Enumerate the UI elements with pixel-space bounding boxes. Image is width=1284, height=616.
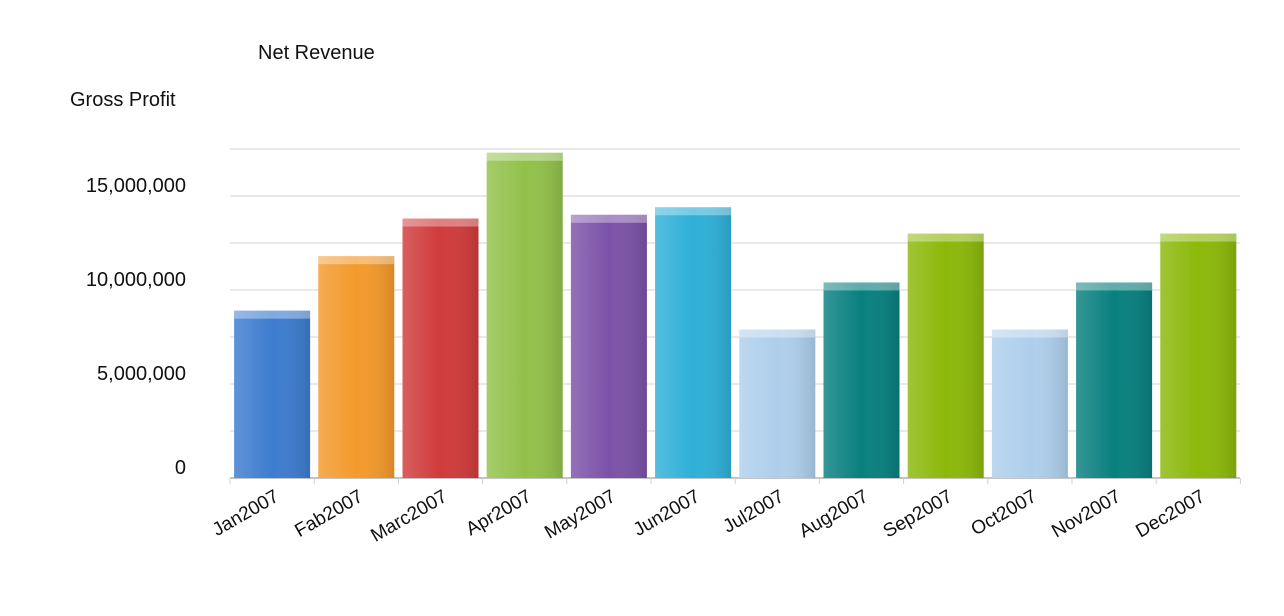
- x-tick-label: Jul2007: [720, 486, 788, 537]
- bar-cap: [823, 282, 900, 291]
- x-tick-label: Dec2007: [1132, 486, 1208, 542]
- x-tick-label: Marc2007: [367, 486, 451, 546]
- bar-Nov2007: [1076, 282, 1153, 478]
- bars: [234, 152, 1237, 479]
- bar-cap: [1160, 233, 1237, 242]
- x-tick-label: Nov2007: [1048, 486, 1124, 542]
- bar-Sep2007: [907, 233, 984, 478]
- y-axis-ticks: 0 5,000,000 10,000,000 15,000,000: [86, 175, 186, 479]
- x-tick-label: May2007: [541, 486, 619, 543]
- bar-Jul2007: [739, 329, 816, 478]
- x-tick-label: Oct2007: [968, 486, 1041, 540]
- legend-entry-net-revenue: Net Revenue: [258, 42, 375, 64]
- x-tick-label: Aug2007: [796, 486, 872, 542]
- bar-shading: [318, 256, 395, 478]
- bar-shading: [486, 152, 563, 478]
- bar-Oct2007: [991, 329, 1068, 478]
- bar-Jun2007: [655, 207, 732, 478]
- bar-cap: [991, 329, 1068, 338]
- bar-shading: [823, 282, 900, 478]
- bar-shading: [570, 214, 647, 479]
- bar-Dec2007: [1160, 233, 1237, 478]
- x-tick-label: Jun2007: [630, 486, 704, 541]
- legend: Net Revenue Gross Profit: [70, 42, 375, 111]
- bar-Apr2007: [486, 152, 563, 478]
- bar-shading: [991, 329, 1068, 478]
- y-tick-label: 5,000,000: [97, 363, 186, 385]
- bar-cap: [318, 256, 395, 265]
- bar-Aug2007: [823, 282, 900, 478]
- bar-Fab2007: [318, 256, 395, 478]
- bar-shading: [655, 207, 732, 478]
- x-axis-ticks: Jan2007 Fab2007 Marc2007 Apr2007 May2007 Jun2…: [209, 486, 1209, 546]
- x-tick-label: Apr2007: [462, 486, 535, 540]
- bar-Jan2007: [234, 310, 311, 478]
- bar-cap: [234, 310, 311, 319]
- bar-shading: [402, 218, 479, 478]
- gridlines: [229, 148, 1241, 484]
- bar-May2007: [570, 214, 647, 479]
- bar-cap: [402, 218, 479, 227]
- bar-shading: [1160, 233, 1237, 478]
- bar-cap: [570, 214, 647, 223]
- bar-cap: [739, 329, 816, 338]
- y-tick-label: 15,000,000: [86, 175, 186, 197]
- bar-cap: [1076, 282, 1153, 291]
- y-tick-label: 0: [175, 457, 186, 479]
- x-tick-label: Fab2007: [291, 486, 366, 542]
- legend-entry-gross-profit: Gross Profit: [70, 89, 176, 111]
- x-tick-label: Sep2007: [880, 486, 956, 542]
- bar-cap: [486, 152, 563, 161]
- y-tick-label: 10,000,000: [86, 269, 186, 291]
- bar-shading: [739, 329, 816, 478]
- bar-shading: [1076, 282, 1153, 478]
- bar-Marc2007: [402, 218, 479, 478]
- bar-shading: [234, 310, 311, 478]
- bar-cap: [655, 207, 732, 216]
- x-tick-label: Jan2007: [209, 486, 283, 541]
- bar-cap: [907, 233, 984, 242]
- bar-shading: [907, 233, 984, 478]
